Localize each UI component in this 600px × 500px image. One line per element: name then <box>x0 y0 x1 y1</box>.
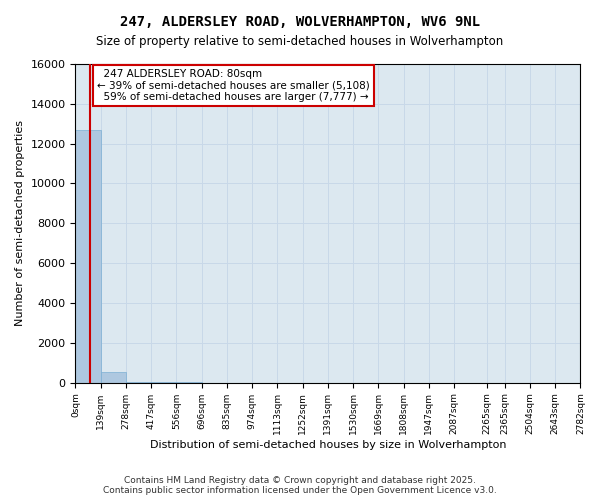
X-axis label: Distribution of semi-detached houses by size in Wolverhampton: Distribution of semi-detached houses by … <box>150 440 506 450</box>
Text: 247, ALDERSLEY ROAD, WOLVERHAMPTON, WV6 9NL: 247, ALDERSLEY ROAD, WOLVERHAMPTON, WV6 … <box>120 15 480 29</box>
Y-axis label: Number of semi-detached properties: Number of semi-detached properties <box>15 120 25 326</box>
Text: 247 ALDERSLEY ROAD: 80sqm
← 39% of semi-detached houses are smaller (5,108)
  59: 247 ALDERSLEY ROAD: 80sqm ← 39% of semi-… <box>97 69 370 102</box>
Bar <box>101 372 126 382</box>
Text: Contains HM Land Registry data © Crown copyright and database right 2025.
Contai: Contains HM Land Registry data © Crown c… <box>103 476 497 495</box>
Text: Size of property relative to semi-detached houses in Wolverhampton: Size of property relative to semi-detach… <box>97 35 503 48</box>
Bar <box>76 130 101 382</box>
